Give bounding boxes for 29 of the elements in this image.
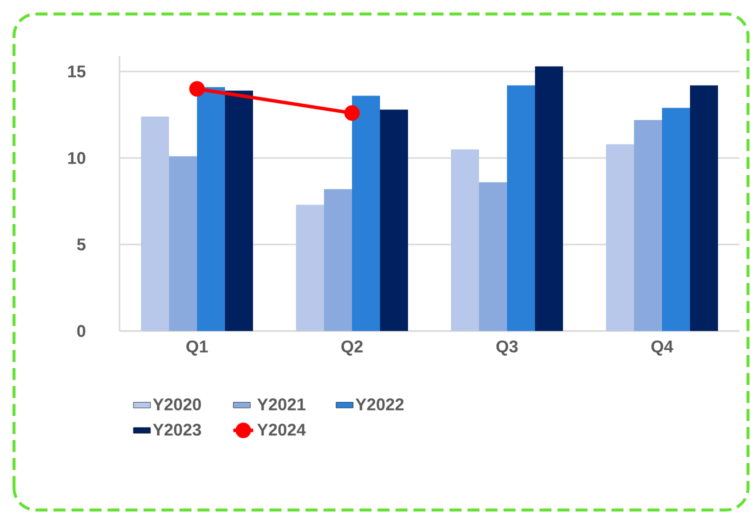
legend-label: Y2024 bbox=[257, 424, 306, 436]
bar bbox=[507, 85, 536, 331]
bar bbox=[352, 96, 380, 331]
bar bbox=[606, 144, 634, 331]
x-tick-label: Q3 bbox=[496, 340, 518, 356]
bar bbox=[380, 110, 408, 331]
bar bbox=[296, 204, 324, 331]
y-tick-label: 0 bbox=[77, 324, 86, 337]
x-tick-label: Q1 bbox=[186, 340, 208, 356]
legend-label: Y2022 bbox=[356, 398, 404, 410]
y-tick-label: 5 bbox=[77, 238, 86, 250]
bar bbox=[169, 156, 198, 331]
bar bbox=[535, 66, 564, 331]
bar bbox=[690, 85, 718, 331]
bar bbox=[141, 116, 170, 331]
legend-label: Y2023 bbox=[152, 424, 201, 436]
bar bbox=[324, 189, 352, 331]
y-tick-label: 15 bbox=[68, 66, 86, 78]
bar bbox=[197, 87, 226, 331]
bar bbox=[479, 182, 508, 331]
x-tick-label: Q2 bbox=[341, 340, 363, 356]
bar bbox=[634, 120, 662, 331]
legend-label: Y2020 bbox=[152, 398, 201, 410]
y-tick-label: 10 bbox=[68, 152, 86, 164]
legend-label: Y2021 bbox=[257, 398, 306, 410]
x-tick-label: Q4 bbox=[651, 340, 674, 356]
bar bbox=[225, 90, 254, 331]
bar bbox=[662, 108, 690, 331]
bar bbox=[451, 149, 480, 331]
